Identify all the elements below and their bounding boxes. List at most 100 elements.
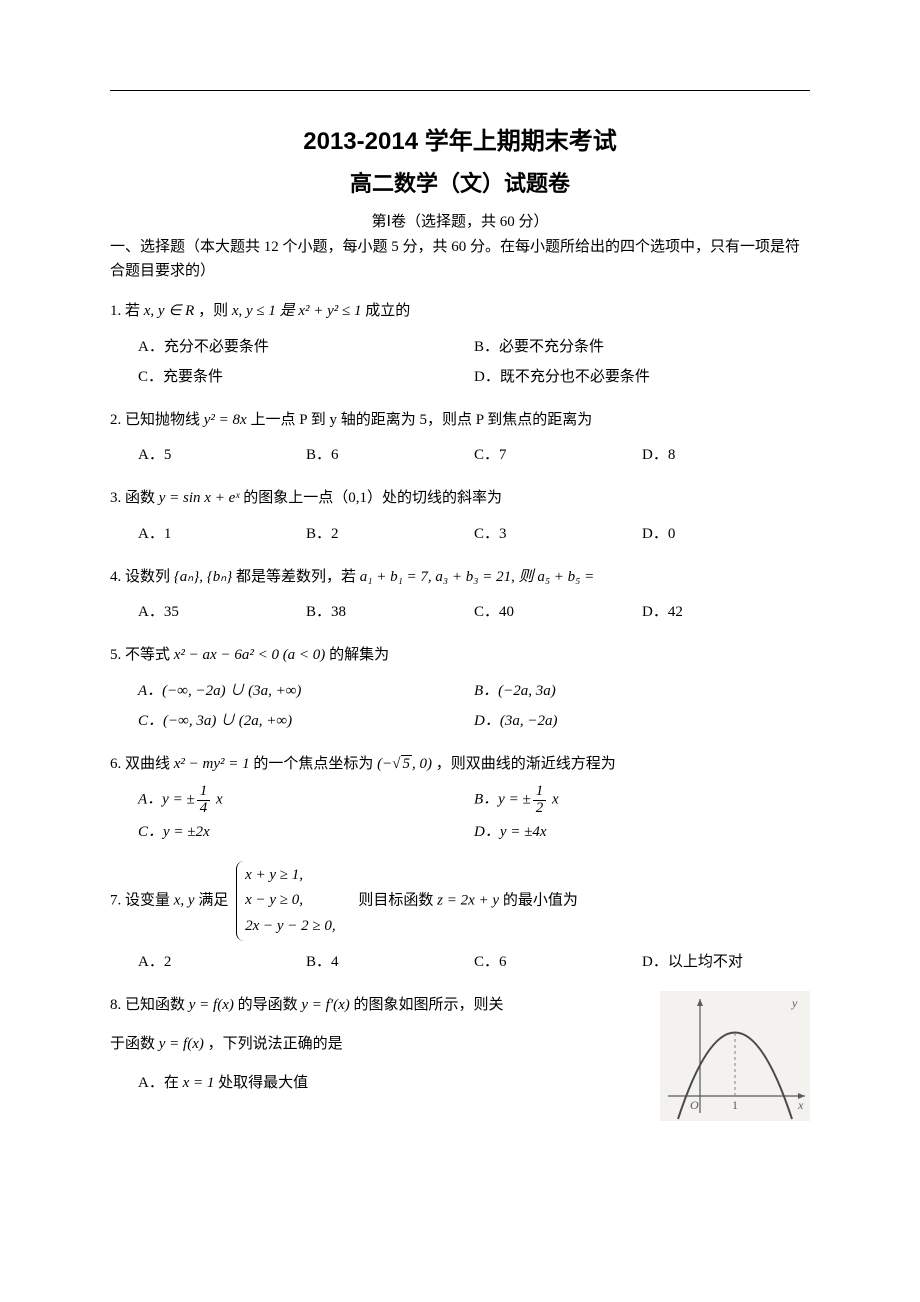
q1-text-3: 成立的 [365,303,410,319]
q5-option-b: B．(−2a, 3a) [474,676,810,706]
q2-option-a: A．5 [138,440,306,470]
q4-option-d: D．42 [642,597,810,627]
exam-title-line1: 2013-2014 学年上期期末考试 [110,121,810,156]
question-5: 5. 不等式 x² − ax − 6a² < 0 (a < 0) 的解集为 A．… [110,641,810,736]
axis-label-1: 1 [732,1098,738,1112]
axis-label-x: x [797,1098,804,1112]
q4-option-b: B．38 [306,597,474,627]
q7-constraint-2: x − y ≥ 0, [245,888,336,914]
q8-math-2: y = f′(x) [301,997,349,1013]
q8-math-1: y = f(x) [189,997,234,1013]
q7-objective: z = 2x + y [437,892,499,908]
q4-number: 4. [110,569,121,585]
q4-text-2: 都是等差数列，若 [236,569,360,585]
q7-constraint-1: x + y ≥ 1, [245,863,336,889]
q5-math-1: x² − ax − 6a² < 0 (a < 0) [174,647,326,663]
q6-text-2: 的一个焦点坐标为 [253,756,377,772]
q6-focus-rad: 5 [401,755,413,772]
exam-title-line2: 高二数学（文）试题卷 [110,166,810,198]
q1-number: 1. [110,303,121,319]
q8-number: 8. [110,997,121,1013]
q6-a-pre: A．y = ± [138,792,195,808]
q8-a-pre: A．在 [138,1075,183,1091]
q7-text-1: 设变量 [125,892,174,908]
q1-math-1: x, y ∈ R [144,303,195,319]
q4-math-2: a₁ + b₁ = 7, a₃ + b₃ = 21, 则 a₅ + b₅ = [360,569,595,585]
q6-option-d: D．y = ±4x [474,817,810,847]
q1-text-1: 若 [125,303,144,319]
q1-option-b: B．必要不充分条件 [474,332,810,362]
q8-a-math: x = 1 [183,1075,215,1091]
q1-option-d: D．既不充分也不必要条件 [474,362,810,392]
section-label: 第Ⅰ卷（选择题，共 60 分） [110,210,810,231]
q5-option-a: A．(−∞, −2a) ∪ (3a, +∞) [138,676,474,706]
question-3: 3. 函数 y = sin x + eˣ 的图象上一点（0,1）处的切线的斜率为… [110,484,810,549]
q8-text-1: 已知函数 [125,997,189,1013]
q8-text-4: 于函数 [110,1036,159,1052]
q7-text-3: 则目标函数 [343,892,437,908]
q6-b-num: 1 [533,784,547,801]
q4-option-a: A．35 [138,597,306,627]
q2-math-1: y² = 8x [204,412,247,428]
q3-option-d: D．0 [642,519,810,549]
q8-math-3: y = f(x) [159,1036,204,1052]
q5-option-c: C．(−∞, 3a) ∪ (2a, +∞) [138,706,474,736]
question-6: 6. 双曲线 x² − my² = 1 的一个焦点坐标为 (− 5, 0) ，则双… [110,750,810,847]
q6-option-c: C．y = ±2x [138,817,474,847]
q6-b-post: x [548,792,558,808]
q5-text-2: 的解集为 [329,647,389,663]
q7-number: 7. [110,892,121,908]
q7-var: x, y [174,892,195,908]
q5-option-d: D．(3a, −2a) [474,706,810,736]
q3-math-1: y = sin x + eˣ [159,490,240,506]
q8-text-3: 的图象如图所示，则关 [354,997,504,1013]
q6-b-den: 2 [533,801,547,817]
q1-option-c: C．充要条件 [138,362,474,392]
q6-text-3: ，则双曲线的渐近线方程为 [436,756,616,772]
q6-a-den: 4 [197,801,211,817]
q7-text-4: 的最小值为 [503,892,578,908]
q6-focus-post: , 0) [412,756,432,772]
q7-option-b: B．4 [306,947,474,977]
q6-number: 6. [110,756,121,772]
q7-constraints-brace: x + y ≥ 1, x − y ≥ 0, 2x − y − 2 ≥ 0, [236,861,336,942]
q6-option-a: A．y = ±14 x [138,784,474,817]
q2-number: 2. [110,412,121,428]
question-1: 1. 若 x, y ∈ R ，则 x, y ≤ 1 是 x² + y² ≤ 1 … [110,297,810,392]
q5-number: 5. [110,647,121,663]
q4-math-1: {aₙ}, {bₙ} [174,569,232,585]
q7-option-c: C．6 [474,947,642,977]
q2-text-2: 上一点 P 到 y 轴的距离为 5，则点 P 到焦点的距离为 [250,412,592,428]
question-2: 2. 已知抛物线 y² = 8x 上一点 P 到 y 轴的距离为 5，则点 P … [110,406,810,471]
q6-b-pre: B．y = ± [474,792,531,808]
question-8: y O 1 x 8. 已知函数 y = f(x) 的导函数 y = f′(x) … [110,991,810,1129]
axis-label-o: O [690,1098,699,1112]
q6-math-1: x² − my² = 1 [174,756,250,772]
q3-option-b: B．2 [306,519,474,549]
q4-option-c: C．40 [474,597,642,627]
q8-parabola-plot: y O 1 x [668,996,805,1119]
q7-constraint-3: 2x − y − 2 ≥ 0, [245,914,336,940]
q6-option-b: B．y = ±12 x [474,784,810,817]
top-rule [110,90,810,91]
q3-option-c: C．3 [474,519,642,549]
q6-a-num: 1 [197,784,211,801]
q8-text-2: 的导函数 [238,997,302,1013]
question-7: 7. 设变量 x, y 满足 x + y ≥ 1, x − y ≥ 0, 2x … [110,861,810,978]
q7-option-d: D．以上均不对 [642,947,810,977]
q6-math-2: (− 5, 0) [377,756,436,772]
q6-focus-pre: (− [377,756,392,772]
q8-figure: y O 1 x [660,991,810,1121]
q8-text-5: ，下列说法正确的是 [208,1036,343,1052]
q7-text-2: 满足 [198,892,232,908]
q6-text-1: 双曲线 [125,756,174,772]
q2-option-c: C．7 [474,440,642,470]
q1-option-a: A．充分不必要条件 [138,332,474,362]
q2-text-1: 已知抛物线 [125,412,204,428]
q8-a-post: 处取得最大值 [218,1075,308,1091]
question-4: 4. 设数列 {aₙ}, {bₙ} 都是等差数列，若 a₁ + b₁ = 7, … [110,563,810,628]
q3-text-2: 的图象上一点（0,1）处的切线的斜率为 [243,490,502,506]
q4-text-1: 设数列 [125,569,174,585]
q3-number: 3. [110,490,121,506]
section-instructions: 一、选择题（本大题共 12 个小题，每小题 5 分，共 60 分。在每小题所给出… [110,235,810,283]
